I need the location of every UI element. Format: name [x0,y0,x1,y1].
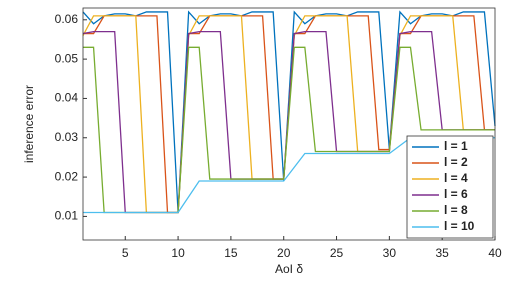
y-tick-label: 0.05 [55,51,79,65]
legend: l = 1 l = 2 l = 4 l = 6 l = 8 l = 10 [406,135,494,239]
x-tick-label: 15 [224,246,238,260]
y-axis-label: inference error [22,85,36,163]
legend-label: l = 2 [444,155,468,169]
x-tick-label: 25 [330,246,344,260]
y-tick-label: 0.03 [55,130,79,144]
x-tick-label: 35 [435,246,449,260]
plot-frame [82,7,496,241]
y-tick-label: 0.01 [55,209,79,223]
series-line [82,10,496,213]
x-tick-label: 30 [383,246,397,260]
x-tick-label: 20 [277,246,291,260]
legend-label: l = 1 [444,139,468,153]
y-tick-label: 0.02 [55,169,79,183]
legend-label: l = 10 [444,219,475,233]
y-tick-label: 0.06 [55,12,79,26]
legend-box [406,135,494,239]
y-tick-label: 0.04 [55,91,79,105]
x-tick-label: 40 [488,246,502,260]
legend-label: l = 4 [444,171,468,185]
x-tick-label: 10 [171,246,185,260]
x-tick-label: 5 [122,246,129,260]
legend-label: l = 6 [444,187,468,201]
x-axis-label: AoI δ [275,262,303,276]
legend-label: l = 8 [444,203,468,217]
